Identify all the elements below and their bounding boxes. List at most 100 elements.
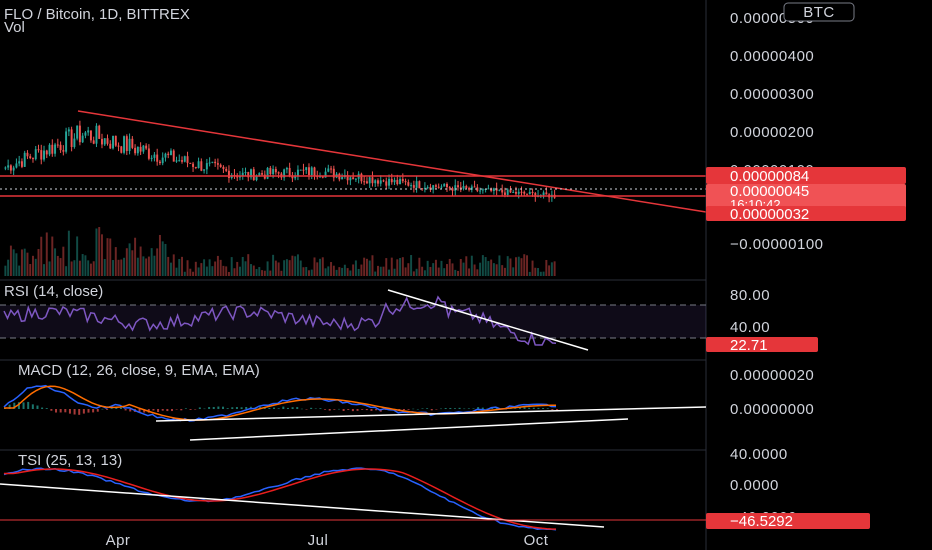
macd-histogram-bar	[282, 406, 285, 409]
price-badge-upper-text: 0.00000084	[730, 168, 809, 185]
macd-histogram-bar	[161, 409, 164, 411]
candle-body	[214, 161, 217, 164]
volume-bar	[227, 271, 230, 276]
price-axis[interactable]: 0.00000500 0.00000400 0.00000300 0.00000…	[706, 2, 906, 253]
currency-button[interactable]: BTC	[783, 2, 855, 22]
candle-body	[216, 163, 219, 165]
last-price-text: 0.00000045	[730, 183, 809, 200]
candle-body	[189, 162, 192, 164]
volume-bar	[434, 259, 437, 276]
candle-body	[120, 146, 123, 153]
rsi-axis[interactable]: 80.00 40.00 22.71	[706, 287, 818, 354]
macd-histogram-bar	[375, 409, 378, 411]
candle-body	[222, 166, 225, 170]
tsi-signal-line	[4, 468, 557, 530]
volume-bar	[70, 261, 73, 276]
volume-bar	[189, 268, 192, 276]
volume-bar	[34, 258, 37, 276]
volume-bar	[197, 267, 200, 276]
price-tick: 0.00000300	[730, 86, 814, 103]
volume-bar	[186, 260, 189, 276]
volume-bar	[385, 258, 388, 276]
macd-histogram-bar	[13, 402, 16, 409]
macd-histogram-bar	[119, 407, 122, 409]
candle-body	[70, 129, 73, 148]
volume-bar	[479, 262, 482, 276]
macd-histogram-bar	[435, 409, 438, 410]
volume-bar	[288, 260, 291, 276]
macd-histogram-bar	[8, 404, 11, 409]
volume-bar	[205, 266, 208, 276]
volume-bar	[252, 265, 255, 276]
macd-histogram-bar	[194, 409, 197, 410]
candle-body	[308, 167, 310, 176]
volume-bar	[550, 262, 553, 276]
macd-trendline-lower[interactable]	[189, 418, 629, 441]
price-panel[interactable]	[0, 110, 707, 276]
macd-histogram-bar	[333, 409, 336, 410]
volume-bar	[468, 268, 471, 276]
volume-bar	[462, 262, 465, 276]
candle-body	[481, 189, 484, 191]
candle-body	[440, 186, 443, 188]
volume-bar	[26, 252, 29, 276]
price-badge-lower	[706, 206, 906, 221]
volume-bar	[261, 270, 264, 276]
macd-trendline-upper[interactable]	[155, 406, 707, 422]
macd-axis[interactable]: 0.00000020 0.00000000	[730, 367, 814, 418]
tsi-axis[interactable]: 40.0000 0.0000 −40.0000 −46.5292	[706, 446, 870, 530]
macd-histogram-bar	[286, 407, 289, 409]
candle-body	[374, 180, 377, 184]
tsi-panel[interactable]: TSI (25, 13, 13)	[0, 452, 706, 531]
volume-bar	[117, 259, 120, 276]
macd-histogram-bar	[472, 408, 475, 409]
price-tick: 0.00000400	[730, 48, 814, 65]
macd-histogram-bar	[106, 409, 109, 410]
volume-bar	[233, 268, 236, 276]
volume-bar	[51, 236, 54, 276]
volume-bar	[429, 266, 432, 276]
price-badge-upper	[706, 167, 906, 184]
candle-body	[205, 163, 208, 170]
rsi-panel[interactable]: RSI (14, close)	[0, 283, 706, 351]
volume-bar	[106, 238, 109, 276]
candle-body	[459, 187, 462, 189]
volume-bar	[161, 241, 164, 276]
volume-bar	[346, 268, 349, 276]
candle-body	[45, 150, 48, 155]
candle-body	[313, 167, 316, 176]
rsi-trendline[interactable]	[387, 289, 589, 351]
candlestick-series	[4, 120, 556, 203]
candle-body	[62, 150, 65, 152]
volume-bar	[515, 257, 517, 276]
volume-bar	[277, 262, 280, 276]
volume-bar	[128, 243, 131, 276]
volume-bar	[20, 249, 23, 276]
volume-bar	[396, 259, 399, 276]
volume-bar	[481, 255, 484, 276]
candle-body	[266, 167, 269, 179]
candle-body	[396, 179, 399, 185]
currency-button-label: BTC	[803, 4, 835, 21]
macd-histogram-bar	[444, 408, 447, 409]
candle-body	[241, 172, 244, 177]
macd-legend: MACD (12, 26, close, 9, EMA, EMA)	[18, 362, 260, 379]
candle-body	[78, 125, 81, 143]
candle-body	[443, 183, 446, 187]
macd-panel[interactable]: MACD (12, 26, close, 9, EMA, EMA)	[3, 362, 707, 441]
candle-body	[15, 163, 18, 168]
candle-body	[112, 135, 114, 149]
macd-histogram-bar	[523, 407, 526, 409]
descending-trendline[interactable]	[77, 110, 707, 213]
candle-body	[150, 157, 153, 159]
volume-bar	[503, 267, 506, 276]
candle-body	[415, 181, 418, 188]
candle-body	[512, 191, 515, 193]
macd-histogram-bar	[231, 407, 234, 409]
candle-body	[385, 181, 388, 186]
volume-bar	[487, 261, 490, 276]
time-axis[interactable]: Apr Jul Oct	[106, 532, 549, 549]
volume-bar	[537, 268, 540, 276]
